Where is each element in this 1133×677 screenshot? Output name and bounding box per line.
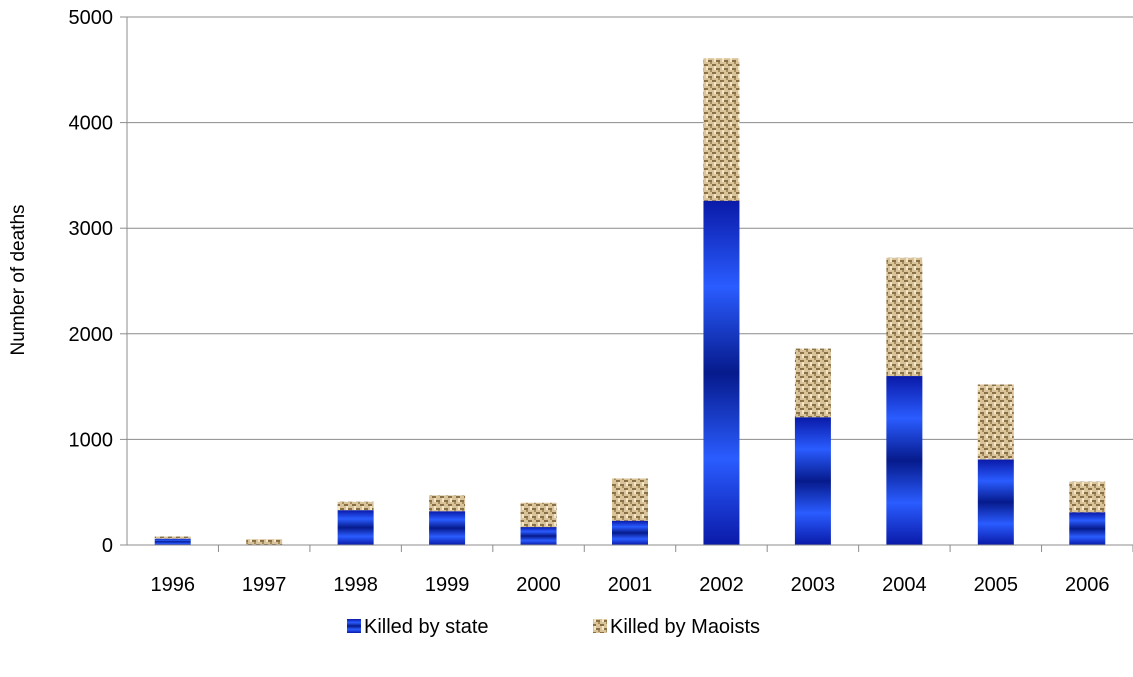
- y-tick-label: 1000: [69, 429, 114, 451]
- bar-state-2003: [794, 417, 831, 545]
- legend-label-state: Killed by state: [364, 616, 489, 638]
- y-tick-label: 2000: [69, 324, 114, 346]
- x-tick-label: 2005: [974, 574, 1019, 596]
- bar-maoists-2004: [886, 257, 923, 377]
- legend-swatch-maoists: [593, 619, 607, 633]
- x-tick-label: 1997: [242, 574, 287, 596]
- legend-label-maoists: Killed by Maoists: [610, 616, 760, 638]
- bar-maoists-1998: [337, 501, 374, 511]
- bar-maoists-2005: [977, 384, 1014, 460]
- bar-maoists-2000: [520, 502, 557, 528]
- x-tick-label: 1999: [425, 574, 470, 596]
- x-tick-label: 2000: [516, 574, 561, 596]
- y-tick-label: 5000: [69, 7, 114, 29]
- bar-maoists-2001: [612, 478, 648, 521]
- bar-state-1996: [154, 538, 191, 545]
- bar-state-1998: [337, 510, 374, 545]
- x-tick-label: 2001: [608, 574, 653, 596]
- bar-state-2002: [703, 200, 740, 545]
- bar-maoists-2006: [1069, 481, 1106, 513]
- gridlines: [127, 16, 1133, 440]
- bar-maoists-1999: [429, 495, 466, 512]
- bar-maoists-2003: [794, 348, 831, 418]
- x-tick-label: 2003: [791, 574, 836, 596]
- y-tick-label: 0: [102, 535, 113, 557]
- bar-maoists-1997: [246, 539, 283, 545]
- axes: 0 1000 2000 3000 4000 5000 1996 1997 1998 1999 200…: [69, 7, 1133, 596]
- x-tick-label: 2002: [699, 574, 744, 596]
- y-tick-label: 4000: [69, 113, 114, 135]
- bar-state-2005: [977, 459, 1014, 545]
- bar-state-1999: [429, 511, 466, 545]
- bar-state-2006: [1069, 512, 1106, 545]
- bar-state-2004: [886, 376, 923, 545]
- bar-maoists-2002: [703, 58, 740, 201]
- x-tick-label: 2006: [1065, 574, 1110, 596]
- x-tick-label: 1998: [333, 574, 378, 596]
- y-tick-label: 3000: [69, 218, 114, 240]
- bar-maoists-1996: [154, 536, 191, 539]
- bar-state-2000: [520, 527, 557, 545]
- x-tick-label: 1996: [150, 574, 195, 596]
- legend: Killed by state Killed by Maoists: [347, 616, 760, 638]
- legend-swatch-state: [347, 619, 361, 633]
- bar-state-2001: [612, 520, 648, 545]
- x-tick-label: 2004: [882, 574, 927, 596]
- y-axis-title: Number of deaths: [8, 204, 29, 355]
- bars: [154, 58, 1106, 545]
